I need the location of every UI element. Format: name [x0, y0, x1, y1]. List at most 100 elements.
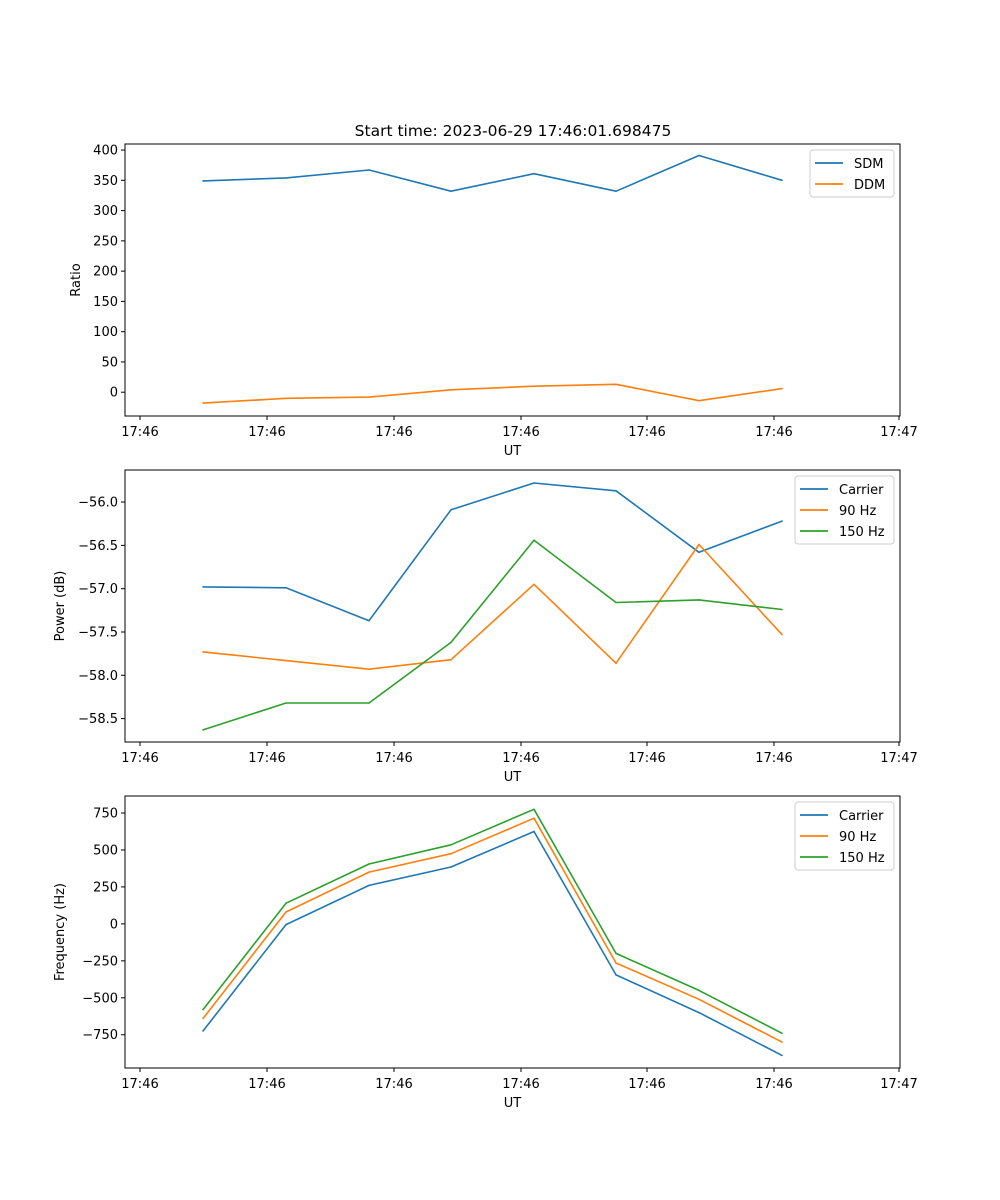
- y-tick-label: −58.0: [78, 669, 118, 684]
- data-point: [781, 1054, 783, 1057]
- data-point: [698, 1011, 700, 1014]
- plot-frame: [124, 143, 901, 417]
- data-point: [615, 974, 617, 976]
- series-line-carrier: [202, 482, 783, 622]
- legend-label: 90 Hz: [839, 504, 876, 519]
- data-point: [202, 651, 204, 653]
- x-tick-label: 17:46: [502, 751, 539, 766]
- data-point: [533, 830, 535, 833]
- data-point: [781, 387, 783, 390]
- x-tick-label: 17:46: [121, 425, 158, 440]
- legend: Carrier 90 Hz 150 Hz: [794, 801, 895, 871]
- y-tick-label: −57.0: [78, 582, 118, 597]
- legend-box: [794, 475, 895, 545]
- plot-frame: [124, 469, 901, 743]
- legend: Carrier 90 Hz 150 Hz: [794, 475, 895, 545]
- series-line-150-hz: [202, 539, 783, 731]
- data-point: [698, 543, 700, 546]
- data-point: [285, 177, 287, 179]
- data-point: [285, 702, 287, 704]
- x-tick-label: 17:46: [248, 425, 285, 440]
- data-point: [368, 884, 370, 887]
- x-tick-label: 17:46: [248, 751, 285, 766]
- legend-label: Carrier: [839, 809, 884, 824]
- data-point: [202, 729, 204, 731]
- data-point: [781, 1041, 783, 1043]
- y-tick-label: 250: [93, 234, 118, 249]
- data-point: [450, 190, 452, 192]
- data-point: [285, 911, 287, 913]
- data-point: [698, 551, 700, 554]
- x-tick-label: 17:46: [248, 1077, 285, 1092]
- x-tick-label: 17:46: [375, 751, 412, 766]
- series-line-90-hz: [202, 817, 783, 1043]
- data-point: [285, 902, 287, 904]
- data-point: [368, 619, 370, 622]
- data-point: [615, 383, 617, 386]
- series-line-sdm: [202, 154, 783, 192]
- series-line-150-hz: [202, 808, 783, 1035]
- data-point: [450, 866, 452, 868]
- x-tick-label: 17:46: [375, 425, 412, 440]
- x-tick-label: 17:46: [628, 1077, 665, 1092]
- subplot-2: −58.5 −58.0 −57.5 −57.0 −56.5 −56.0 17:46 17:46…: [53, 469, 918, 785]
- data-point: [781, 520, 783, 522]
- data-point: [533, 539, 535, 541]
- data-point: [615, 601, 617, 604]
- data-point: [368, 702, 370, 704]
- data-point: [533, 385, 535, 388]
- x-tick-label: 17:46: [755, 751, 792, 766]
- data-point: [202, 180, 204, 182]
- x-tick-label: 17:46: [628, 425, 665, 440]
- data-point: [781, 633, 783, 636]
- data-point: [450, 852, 452, 855]
- y-tick-label: 0: [110, 917, 118, 932]
- y-tick-label: 350: [93, 174, 118, 189]
- x-axis-label: UT: [504, 770, 522, 785]
- x-tick-label: 17:46: [502, 425, 539, 440]
- data-point: [615, 962, 617, 964]
- y-tick-label: −500: [82, 991, 118, 1006]
- data-point: [781, 1032, 783, 1035]
- x-tick-label: 17:47: [880, 425, 917, 440]
- legend-box: [794, 801, 895, 871]
- x-tick-label: 17:46: [121, 751, 158, 766]
- legend-box: [809, 149, 895, 198]
- y-tick-label: 300: [93, 204, 118, 219]
- y-tick-label: 500: [93, 843, 118, 858]
- y-tick-label: 50: [101, 355, 118, 370]
- data-point: [533, 808, 535, 811]
- data-point: [615, 662, 617, 664]
- data-point: [368, 863, 370, 865]
- y-tick-label: 750: [93, 807, 118, 822]
- data-point: [285, 397, 287, 400]
- subplot-3: −750 −500 −250 0 250 500 750 17:46 17:46 17:46 17:…: [53, 795, 918, 1111]
- y-tick-label: −58.5: [78, 712, 118, 727]
- data-point: [781, 179, 783, 182]
- data-point: [698, 998, 700, 1001]
- legend-label: 90 Hz: [839, 830, 876, 845]
- data-point: [368, 396, 370, 398]
- data-point: [698, 154, 700, 157]
- data-point: [533, 583, 535, 586]
- y-axis-label: Power (dB): [53, 571, 68, 642]
- x-tick-label: 17:46: [755, 425, 792, 440]
- legend-label: 150 Hz: [839, 851, 885, 866]
- x-tick-label: 17:47: [880, 751, 917, 766]
- data-point: [698, 399, 700, 402]
- data-point: [285, 923, 287, 926]
- y-tick-label: −750: [82, 1028, 118, 1043]
- data-point: [450, 844, 452, 846]
- data-point: [615, 952, 617, 955]
- plot-frame: [124, 795, 901, 1069]
- y-tick-label: 400: [93, 144, 118, 159]
- legend-label: DDM: [854, 178, 885, 193]
- y-tick-label: −57.5: [78, 625, 118, 640]
- series-line-ddm: [202, 383, 783, 404]
- data-point: [450, 658, 452, 661]
- x-tick-label: 17:46: [502, 1077, 539, 1092]
- y-tick-label: 250: [93, 880, 118, 895]
- data-point: [368, 668, 370, 670]
- legend-label: SDM: [854, 157, 883, 172]
- x-tick-label: 17:46: [375, 1077, 412, 1092]
